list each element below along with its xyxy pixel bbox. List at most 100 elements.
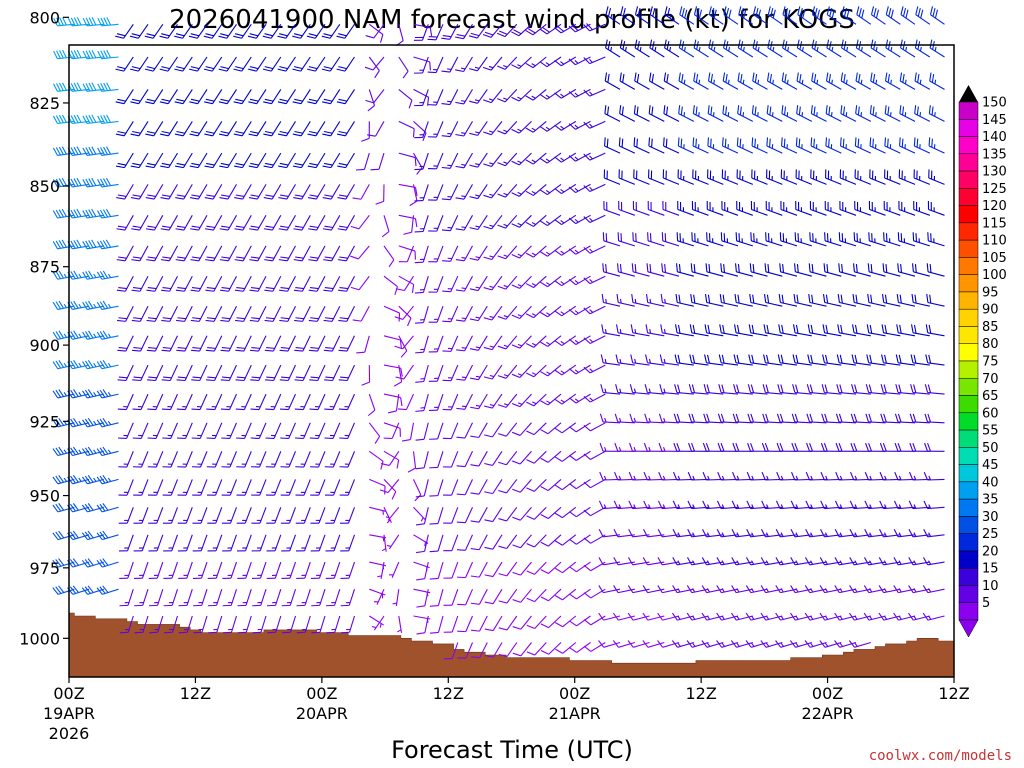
wind-barb [413, 56, 431, 71]
wind-barb [539, 183, 562, 195]
wind-barb [825, 169, 842, 185]
wind-barb [497, 214, 518, 229]
wind-barb [497, 305, 518, 320]
wind-barb [923, 500, 945, 510]
wind-barb [554, 450, 577, 462]
colorbar-label: 10 [982, 579, 999, 594]
wind-barb [792, 354, 812, 366]
wind-barb [690, 263, 709, 277]
wind-barb [429, 561, 444, 580]
wind-barb [898, 169, 916, 185]
wind-barb [708, 6, 724, 25]
wind-barb [796, 105, 813, 122]
wind-barb [484, 642, 503, 658]
wind-barb [145, 89, 164, 105]
wind-barb [191, 393, 208, 411]
wind-barb [392, 589, 400, 607]
wind-barb [675, 293, 694, 307]
wind-barb [133, 561, 149, 579]
wind-barb [568, 214, 591, 225]
wind-barb [686, 612, 709, 621]
y-tick-label: 850 [29, 177, 60, 196]
wind-barb [498, 615, 518, 631]
wind-barb [497, 335, 518, 350]
wind-barb [96, 558, 119, 568]
wind-barb [321, 56, 341, 72]
wind-barb [554, 534, 577, 546]
colorbar-label: 95 [982, 285, 999, 300]
wind-barb [146, 245, 164, 262]
wind-barb [775, 612, 798, 621]
colorbar-swatch [958, 533, 979, 552]
wind-barb [600, 384, 621, 395]
wind-barb [350, 275, 370, 291]
wind-barb [484, 534, 503, 550]
x-tick-label: 12Z [180, 684, 211, 703]
wind-barb [856, 6, 872, 25]
wind-barb [311, 615, 326, 634]
wind-barb [52, 558, 75, 568]
colorbar-swatch [958, 567, 979, 586]
wind-barb [176, 393, 193, 411]
wind-barb [923, 471, 945, 481]
colorbar-swatch [958, 343, 979, 362]
wind-barb [339, 451, 356, 468]
wind-barb [383, 422, 400, 440]
wind-barb [633, 137, 650, 154]
wind-barb [281, 589, 297, 607]
wind-barb [899, 72, 916, 90]
wind-barb [163, 561, 179, 579]
wind-barb [191, 451, 208, 468]
wind-barb [278, 215, 296, 231]
wind-barb [599, 413, 621, 424]
wind-barb [427, 56, 444, 74]
wind-barb [235, 335, 252, 352]
wind-barb [781, 137, 798, 154]
wind-barb [894, 413, 916, 424]
colorbar-label: 105 [982, 251, 1007, 266]
wind-barb [598, 585, 621, 594]
wind-barb [234, 275, 252, 292]
wind-barb [837, 293, 857, 307]
wind-barb [144, 56, 164, 72]
wind-barb [703, 384, 724, 395]
wind-barb [383, 393, 403, 407]
wind-barb [642, 612, 665, 621]
wind-barb [130, 89, 149, 105]
wind-barb [632, 232, 650, 247]
wind-barb [457, 615, 474, 633]
wind-barb [236, 507, 252, 524]
x-tick-label: 00Z [53, 684, 84, 703]
wind-barb [691, 200, 709, 216]
wind-barb [883, 232, 901, 247]
wind-barb [323, 335, 341, 352]
wind-barb [554, 393, 577, 405]
wind-barb [97, 82, 119, 92]
wind-barb [130, 184, 149, 200]
y-tick-label: 900 [29, 336, 60, 355]
wind-barb [779, 263, 798, 277]
wind-barb [340, 589, 356, 607]
wind-barb [161, 335, 178, 352]
wind-barb [193, 589, 208, 607]
wind-barb [456, 451, 473, 468]
wind-barb [778, 293, 798, 307]
wind-barb [678, 105, 695, 122]
wind-barb [52, 530, 75, 541]
wind-barb [605, 6, 621, 25]
wind-barb [220, 305, 237, 322]
wind-barb [483, 184, 503, 199]
wind-barb [663, 72, 680, 90]
wind-barb [688, 442, 709, 452]
y-tick-label: 925 [29, 412, 60, 431]
wind-barb [148, 589, 164, 607]
wind-barb [413, 120, 427, 141]
wind-barb [539, 56, 562, 68]
wind-barb [525, 245, 547, 258]
colorbar-swatch [958, 412, 979, 431]
wind-barb [484, 588, 503, 605]
wind-barb [295, 534, 311, 552]
wind-barb [416, 534, 429, 554]
wind-barb [660, 293, 680, 307]
wind-barb [526, 561, 547, 575]
